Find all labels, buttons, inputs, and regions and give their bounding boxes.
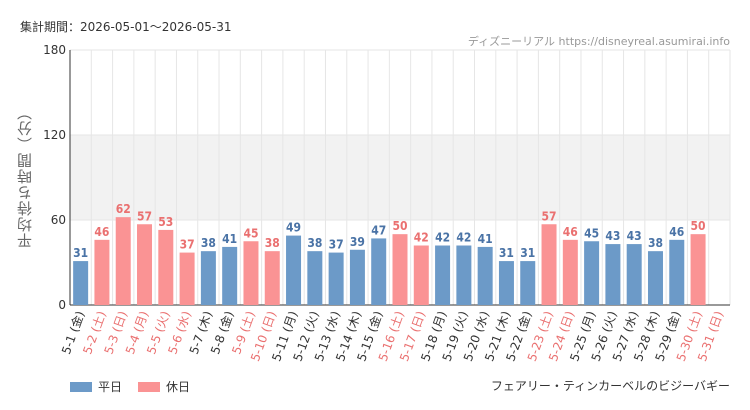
bar-value-label: 49	[286, 221, 301, 235]
legend: 平日 休日	[70, 378, 206, 395]
bar	[349, 249, 365, 305]
bar-value-label: 45	[584, 226, 599, 240]
bar	[477, 246, 493, 305]
bar	[243, 241, 259, 305]
source-credit: ディズニーリアル https://disneyreal.asumirai.inf…	[467, 35, 730, 48]
bar-value-label: 38	[201, 236, 216, 250]
bar-value-label: 31	[73, 246, 88, 260]
bar	[371, 238, 387, 305]
bar	[498, 261, 514, 305]
bar	[435, 245, 451, 305]
bar	[413, 245, 429, 305]
bar	[94, 239, 110, 305]
bar	[456, 245, 472, 305]
bar	[584, 241, 600, 305]
bar	[286, 235, 302, 305]
bar	[137, 224, 153, 305]
bar-value-label: 50	[392, 219, 407, 233]
bar-value-label: 46	[669, 225, 684, 239]
bar-value-label: 31	[499, 246, 514, 260]
legend-label-holiday: 休日	[166, 380, 191, 394]
bar-value-label: 39	[350, 235, 365, 249]
bar-value-label: 31	[520, 246, 535, 260]
bar	[690, 234, 706, 305]
bar	[392, 234, 408, 305]
period-label: 集計期間：2026-05-01～2026-05-31	[20, 20, 232, 34]
bar	[222, 246, 238, 305]
attraction-name: フェアリー・ティンカーベルのビジーバギー	[490, 379, 730, 393]
bar	[158, 229, 174, 305]
bar	[605, 244, 621, 305]
bar-value-label: 43	[605, 229, 620, 243]
bar	[115, 217, 131, 305]
bar-value-label: 42	[435, 231, 450, 245]
bar-value-label: 38	[265, 236, 280, 250]
highlight-band	[70, 135, 730, 220]
legend-label-weekday: 平日	[98, 380, 123, 394]
legend-swatch-holiday	[138, 381, 161, 392]
bar	[328, 252, 344, 305]
bar-value-label: 41	[478, 232, 493, 246]
bar-value-label: 43	[627, 229, 642, 243]
bar-value-label: 38	[307, 236, 322, 250]
bar-value-label: 45	[243, 226, 258, 240]
bar	[541, 224, 557, 305]
legend-item-holiday[interactable]: 休日	[138, 378, 190, 395]
legend-swatch-weekday	[70, 381, 92, 392]
bar	[669, 239, 685, 305]
bar-value-label: 62	[116, 202, 131, 216]
legend-item-weekday[interactable]: 平日	[70, 378, 122, 395]
bar	[562, 239, 578, 305]
bar-value-label: 46	[94, 225, 109, 239]
bar-value-label: 37	[180, 238, 195, 252]
bar	[73, 261, 89, 305]
y-tick-label: 0	[58, 298, 66, 312]
bar	[647, 251, 663, 305]
bar-value-label: 42	[456, 231, 471, 245]
bar-value-label: 46	[563, 225, 578, 239]
bar-value-label: 38	[648, 236, 663, 250]
bar	[200, 251, 216, 305]
bar	[520, 261, 536, 305]
bar-value-label: 37	[329, 238, 344, 252]
bar-value-label: 41	[222, 232, 237, 246]
bar-value-label: 42	[414, 231, 429, 245]
bar	[307, 251, 323, 305]
bar-value-label: 50	[691, 219, 706, 233]
y-tick-label: 60	[51, 213, 66, 227]
bar-value-label: 53	[158, 215, 173, 229]
y-tick-label: 180	[43, 43, 66, 57]
bar-value-label: 57	[137, 209, 152, 223]
bar-value-label: 47	[371, 223, 386, 237]
bar	[626, 244, 642, 305]
bar-value-label: 57	[542, 209, 557, 223]
bar	[179, 252, 195, 305]
y-tick-label: 120	[43, 128, 66, 142]
bar	[264, 251, 280, 305]
